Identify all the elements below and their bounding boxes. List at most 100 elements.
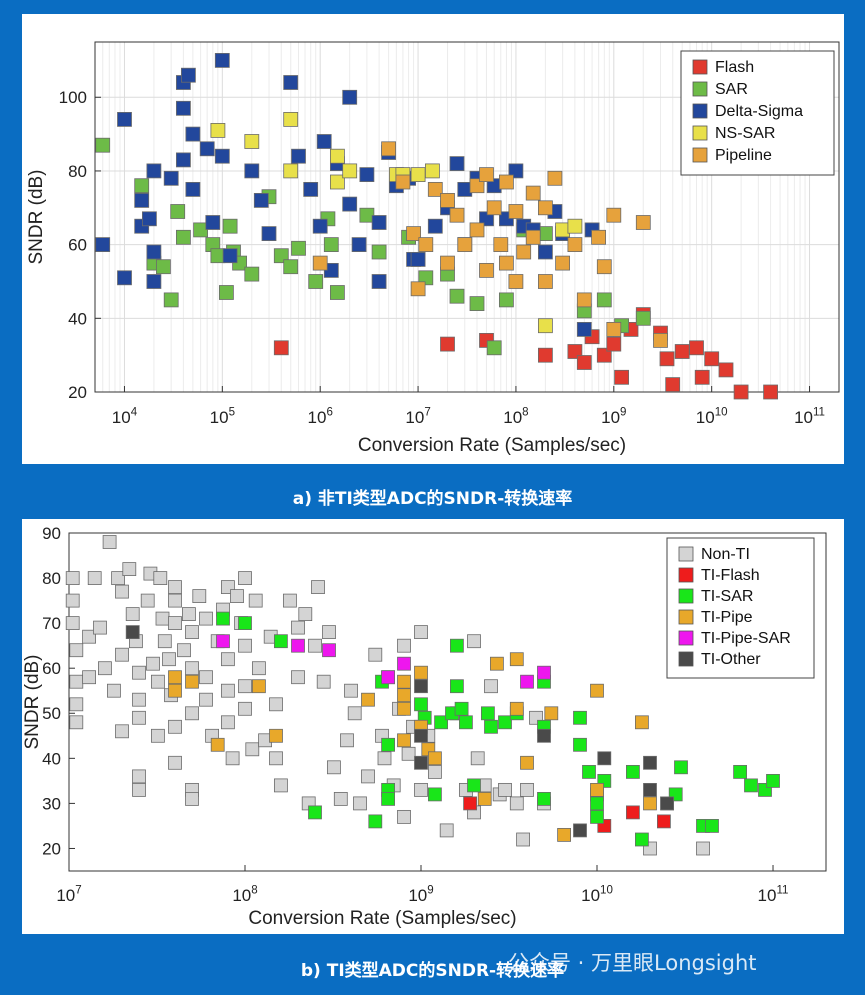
legend-label: TI-Flash [701, 567, 760, 584]
data-point [606, 336, 622, 352]
data-point [69, 715, 84, 730]
legend-label: TI-Other [701, 651, 761, 668]
data-point [132, 710, 146, 725]
y-tick-label: 50 [42, 704, 61, 723]
data-point [653, 332, 668, 348]
data-point [216, 611, 230, 626]
data-point [516, 832, 531, 847]
data-point [107, 683, 121, 698]
data-point [477, 791, 492, 806]
data-point [509, 796, 524, 811]
data-point [427, 181, 443, 197]
data-point [449, 288, 465, 304]
data-point [115, 724, 129, 739]
data-point [498, 782, 512, 797]
plot-frame [68, 532, 827, 872]
data-point [87, 571, 102, 585]
data-point [538, 274, 553, 289]
data-point [168, 580, 182, 594]
data-point [406, 226, 422, 242]
data-point [397, 674, 411, 689]
legend-label: TI-SAR [701, 588, 753, 605]
data-point [344, 683, 358, 698]
data-point [486, 340, 502, 356]
data-point [244, 134, 260, 149]
data-point [269, 697, 283, 712]
data-point [269, 751, 283, 766]
data-point [414, 728, 428, 743]
data-point [342, 163, 358, 179]
data-point [458, 715, 473, 730]
data-point [479, 262, 494, 278]
data-point [65, 616, 80, 630]
data-point [157, 634, 172, 649]
data-point [132, 769, 146, 784]
data-point [576, 355, 592, 370]
data-point [175, 229, 191, 245]
y-tick-label: 60 [68, 236, 87, 255]
data-point [329, 174, 345, 190]
data-point [132, 665, 146, 680]
data-point [180, 67, 196, 83]
data-point [395, 174, 411, 190]
data-point [163, 170, 179, 186]
data-point [371, 274, 387, 289]
data-point [65, 571, 80, 585]
series-ti-pipe-sar [216, 634, 551, 689]
data-point [181, 607, 196, 621]
data-point [537, 728, 551, 743]
data-point [508, 274, 524, 289]
data-point [410, 167, 426, 183]
chart-a-panel: 104 105 106 107 108 109 1010 1011 20 40 60 80 100 Con… [22, 14, 844, 464]
data-point [368, 814, 383, 829]
data-point [508, 163, 524, 179]
data-point [117, 112, 132, 127]
data-point [635, 215, 651, 230]
data-point [65, 593, 80, 608]
data-point [308, 638, 322, 653]
x-tick-label: 1011 [794, 406, 825, 427]
data-point [117, 270, 132, 286]
data-point [329, 148, 345, 164]
data-point [509, 701, 524, 716]
data-point [520, 674, 534, 689]
data-point [657, 814, 671, 829]
data-point [454, 701, 469, 716]
data-point [323, 237, 339, 253]
data-point [238, 701, 252, 716]
data-point [381, 141, 397, 157]
data-point [469, 296, 485, 312]
data-point [704, 351, 720, 367]
data-point [175, 152, 191, 168]
data-point [606, 207, 622, 223]
data-point [467, 778, 481, 793]
data-point [371, 244, 387, 260]
data-point [238, 638, 252, 653]
data-point [155, 611, 170, 626]
data-point [282, 593, 297, 608]
data-point [192, 589, 207, 603]
data-point [185, 791, 199, 806]
data-point [69, 643, 84, 658]
data-point [283, 112, 299, 127]
data-point [122, 562, 137, 576]
legend-label: SAR [715, 81, 748, 98]
data-point [322, 643, 336, 658]
legend-label: Flash [715, 59, 754, 76]
legend-swatch [678, 567, 694, 583]
data-point [397, 701, 411, 716]
x-tick-label: 1010 [581, 884, 613, 905]
data-point [626, 805, 640, 820]
data-point [397, 638, 411, 653]
data-point [567, 344, 583, 359]
data-point [538, 318, 553, 334]
data-point [520, 782, 534, 797]
data-point [102, 535, 117, 549]
legend-swatch [678, 609, 694, 625]
data-point [340, 733, 354, 748]
data-point [308, 805, 322, 820]
data-point [134, 192, 150, 208]
data-point [440, 336, 455, 352]
data-point [273, 340, 289, 356]
data-point [516, 244, 532, 260]
